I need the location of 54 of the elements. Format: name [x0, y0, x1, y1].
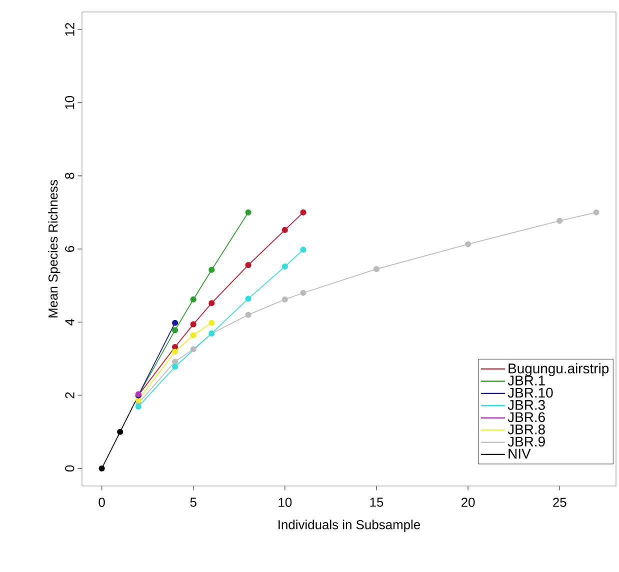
legend-label: Bugungu.airstrip	[508, 363, 609, 376]
x-tick-label: 5	[190, 498, 196, 507]
point	[556, 218, 563, 224]
point	[282, 264, 288, 270]
y-tick-label: 2	[65, 392, 74, 398]
point	[135, 396, 142, 404]
legend-label: JBR.6	[508, 412, 545, 422]
point	[245, 262, 252, 268]
point	[190, 346, 196, 352]
point	[172, 358, 178, 365]
y-tick-label: 0	[65, 465, 74, 472]
x-tick-label: 25	[553, 498, 566, 507]
point	[245, 312, 252, 318]
point	[373, 266, 380, 272]
point	[245, 209, 252, 216]
point	[190, 332, 196, 338]
point	[208, 320, 215, 326]
point	[245, 296, 252, 302]
x-tick-label: 15	[370, 498, 384, 507]
point	[190, 321, 196, 328]
y-tick-label: 6	[65, 246, 74, 252]
point	[300, 290, 306, 296]
x-tick-label: 10	[278, 498, 292, 507]
legend-label: JBR.1	[508, 376, 545, 386]
legend-label: JBR.9	[508, 436, 545, 447]
point	[208, 300, 215, 306]
y-tick-label: 10	[65, 96, 74, 109]
y-tick-label: 12	[65, 22, 74, 36]
x-axis-title: Individuals in Subsample	[278, 520, 420, 532]
legend-label: NIV	[508, 448, 531, 458]
point	[117, 428, 124, 435]
legend-label: JBR.8	[508, 424, 545, 434]
point	[282, 226, 288, 234]
y-tick-label: 4	[65, 318, 74, 326]
point	[98, 465, 105, 472]
point	[172, 348, 178, 355]
point	[282, 296, 288, 302]
x-tick-label: 0	[98, 498, 105, 507]
x-tick-label: 20	[461, 498, 475, 507]
point	[465, 241, 472, 248]
point	[172, 344, 178, 350]
point	[172, 327, 178, 334]
point	[300, 246, 306, 253]
legend-label: JBR.10	[508, 388, 553, 398]
point	[208, 266, 215, 273]
point	[593, 209, 600, 216]
legend-label: JBR.3	[508, 400, 545, 410]
point	[300, 209, 306, 216]
point	[172, 364, 178, 370]
point	[135, 404, 142, 410]
y-axis-title: Mean Species Richness	[48, 180, 60, 318]
y-tick-label: 8	[65, 172, 74, 179]
point	[190, 296, 196, 302]
point	[172, 320, 178, 326]
